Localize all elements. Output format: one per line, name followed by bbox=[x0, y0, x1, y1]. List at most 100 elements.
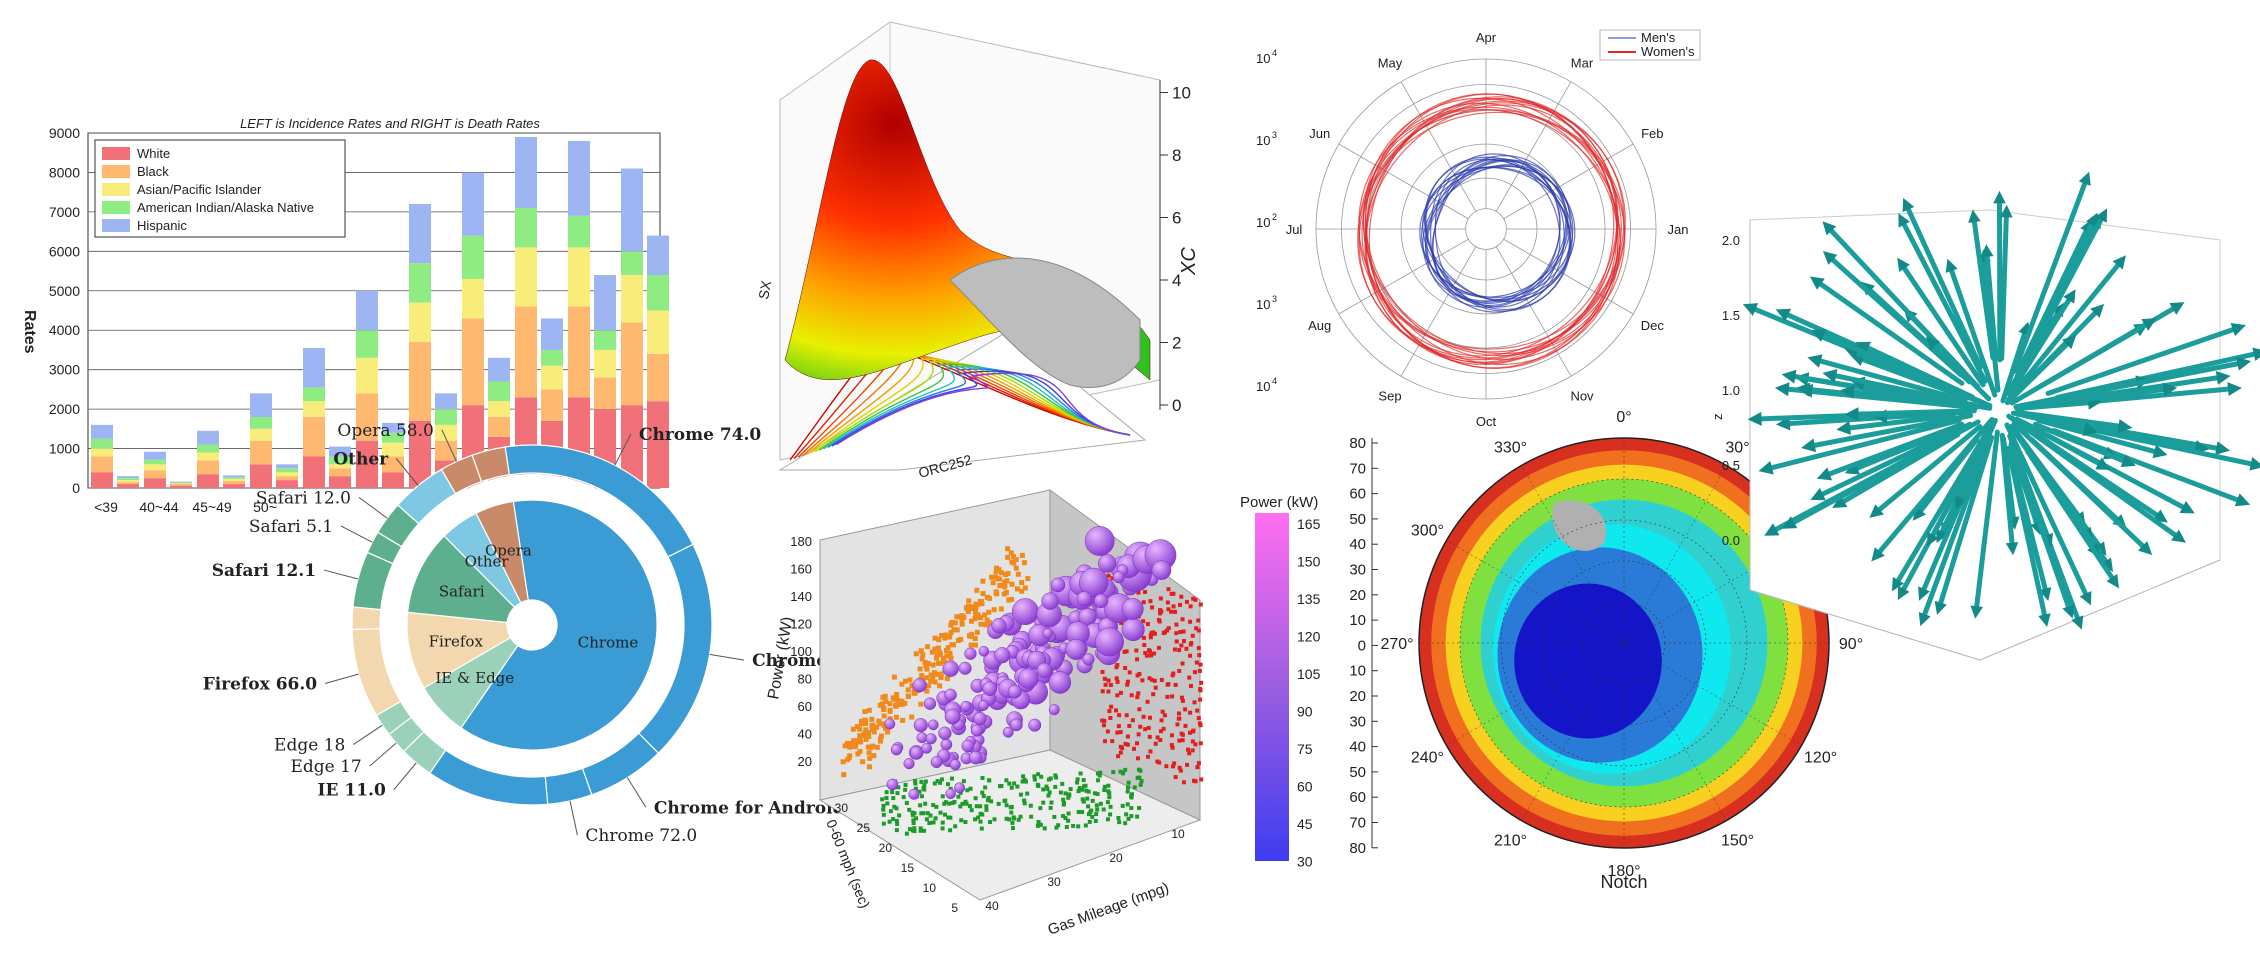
scatter-point-red bbox=[1188, 619, 1193, 624]
bar-segment bbox=[462, 172, 484, 236]
scatter-point-orange bbox=[840, 759, 846, 765]
scatter-point-green bbox=[1125, 802, 1130, 807]
scatter-bubble bbox=[964, 647, 977, 660]
vector-arrow-head bbox=[1993, 190, 2006, 204]
scatter-point-orange bbox=[973, 601, 979, 607]
bar-segment bbox=[515, 306, 537, 398]
heat-r-tick: 40 bbox=[1349, 739, 1366, 756]
donut-leader bbox=[569, 800, 578, 836]
scatter-point-red bbox=[1173, 609, 1178, 614]
scatter-point-orange bbox=[918, 701, 924, 707]
scatter-point-green bbox=[895, 791, 900, 796]
scatter-point-orange bbox=[965, 609, 971, 615]
scatter-z-tick: 180 bbox=[790, 534, 812, 549]
scatter-point-orange bbox=[907, 677, 913, 683]
scatter-point-orange bbox=[1001, 591, 1007, 597]
scatter-point-red bbox=[1152, 651, 1157, 656]
vector-arrow-head bbox=[1758, 460, 1774, 475]
scatter-point-orange bbox=[952, 620, 958, 626]
polar-month-label: Apr bbox=[1476, 30, 1497, 45]
scatter-point-green bbox=[881, 812, 886, 817]
scatter-point-orange bbox=[965, 604, 971, 610]
bar-segment bbox=[621, 168, 643, 252]
bar-segment bbox=[250, 428, 272, 441]
vector-arrow-head bbox=[2090, 303, 2105, 318]
scatter-point-orange bbox=[1004, 578, 1010, 584]
scatter-bubble bbox=[968, 750, 983, 765]
donut-leader bbox=[353, 724, 383, 746]
polar-spoke bbox=[1400, 81, 1477, 212]
scatter-point-red bbox=[1188, 642, 1193, 647]
contour-line bbox=[831, 370, 1131, 447]
scatter-point-orange bbox=[876, 718, 882, 724]
scatter-bubble bbox=[1028, 718, 1042, 732]
scatter-point-red bbox=[1158, 611, 1163, 616]
donut-inner-label: IE & Edge bbox=[435, 669, 514, 687]
vector-arrow-head bbox=[1822, 369, 1838, 383]
scatter-point-green bbox=[907, 807, 912, 812]
scatter-z-tick: 60 bbox=[798, 699, 812, 714]
scatter-point-orange bbox=[937, 683, 943, 689]
scatter-point-green bbox=[1036, 772, 1041, 777]
scatter-point-green bbox=[1067, 792, 1072, 797]
scatter-point-green bbox=[948, 828, 953, 833]
scatter-point-orange bbox=[984, 617, 990, 623]
scatter-point-red bbox=[1177, 711, 1182, 716]
scatter-point-orange bbox=[890, 695, 896, 701]
scatter-point-orange bbox=[881, 706, 887, 712]
scatter-point-green bbox=[1066, 795, 1071, 800]
scatter-point-red bbox=[1147, 648, 1152, 653]
scatter-point-green bbox=[1081, 799, 1086, 804]
polar-heat-rings bbox=[1418, 437, 1830, 849]
surface-z-label: XC bbox=[1178, 247, 1200, 276]
scatter-point-orange bbox=[858, 718, 864, 724]
bar-y-tick: 5000 bbox=[49, 283, 80, 299]
polar-r-tick-exp: 4 bbox=[1272, 376, 1277, 386]
polar-series-line bbox=[1425, 154, 1568, 308]
bar-segment bbox=[276, 472, 298, 477]
heat-outline bbox=[1418, 437, 1830, 849]
vector-arrow-head bbox=[2095, 208, 2108, 223]
legend-womens-label: Women's bbox=[1641, 44, 1695, 59]
scatter-bubble bbox=[991, 618, 1007, 634]
scatter-point-red bbox=[1177, 765, 1182, 770]
scatter-point-orange bbox=[998, 606, 1004, 612]
polar-r-tick: 10 bbox=[1256, 215, 1270, 230]
scatter-point-red bbox=[1153, 741, 1158, 746]
scatter-point-orange bbox=[1010, 554, 1016, 560]
scatter-point-orange bbox=[895, 697, 901, 703]
scatter-point-orange bbox=[968, 642, 974, 648]
scatter-point-green bbox=[1098, 801, 1103, 806]
scatter-point-red bbox=[1165, 600, 1170, 605]
vector-arrow-head bbox=[1980, 244, 1994, 258]
scatter-point-red bbox=[1166, 587, 1171, 592]
scatter-point-orange bbox=[917, 666, 923, 672]
vector-arrow-shaft bbox=[1949, 268, 1998, 398]
scatter-point-green bbox=[1018, 792, 1023, 797]
scatter-point-green bbox=[989, 799, 994, 804]
scatter-point-green bbox=[919, 779, 924, 784]
polar-month-label: Aug bbox=[1308, 318, 1331, 333]
scatter-point-orange bbox=[1025, 576, 1031, 582]
bar-legend-box bbox=[94, 139, 346, 238]
scatter-point-red bbox=[1185, 762, 1190, 767]
scatter-bubble bbox=[923, 697, 937, 710]
vector-arrow-shaft bbox=[1818, 281, 1965, 386]
vector-arrow-head bbox=[1897, 585, 1910, 601]
scatter-point-orange bbox=[854, 723, 860, 729]
scatter-point-orange bbox=[1015, 571, 1021, 577]
scatter-bubble bbox=[970, 724, 983, 737]
bar-segment bbox=[541, 365, 563, 390]
heat-r-tick: 60 bbox=[1349, 789, 1366, 806]
scatter-point-orange bbox=[924, 644, 930, 650]
scatter-point-green bbox=[1126, 816, 1131, 821]
vector-arrow-head bbox=[1775, 308, 1791, 322]
vector-arrow-shaft bbox=[2004, 422, 2089, 597]
scatter-point-red bbox=[1158, 596, 1163, 601]
scatter-point-green bbox=[1105, 817, 1110, 822]
vector-arrow-shaft bbox=[1856, 408, 1977, 417]
donut-outer-label: Firefox 66.0 bbox=[203, 675, 318, 695]
vector-arrow-head bbox=[2100, 557, 2114, 572]
scatter-point-red bbox=[1171, 604, 1176, 609]
